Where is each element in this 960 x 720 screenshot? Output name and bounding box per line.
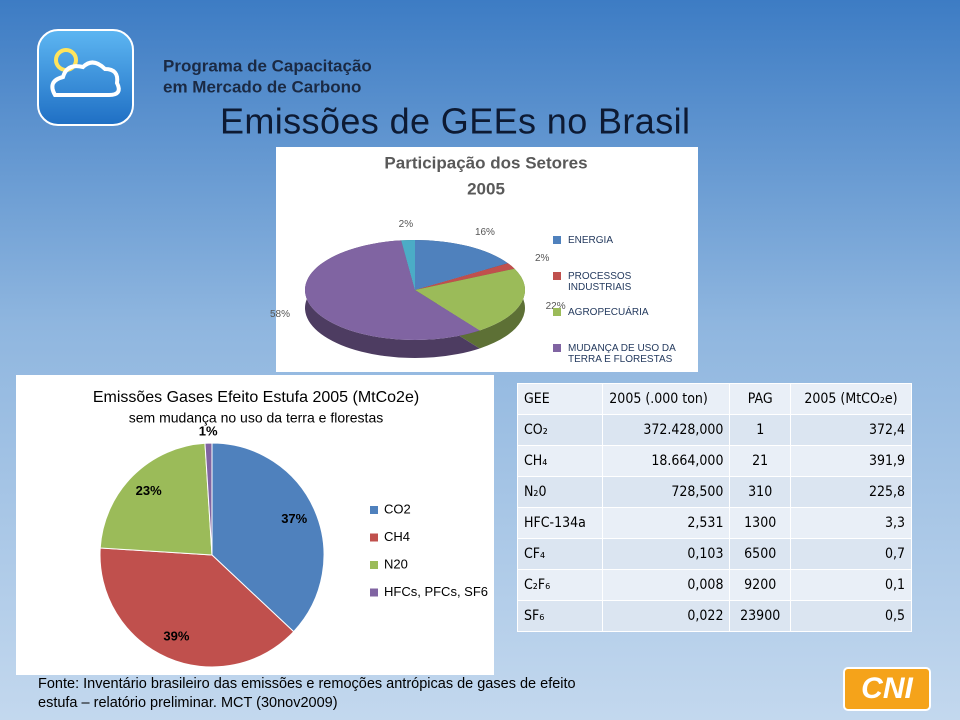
data-label: 39% [163, 629, 189, 644]
table-cell: CF₄ [516, 538, 604, 570]
table-cell: 728,500 [602, 476, 731, 508]
table-row: CH₄ 18.664,000 21 391,9 [516, 445, 913, 477]
data-label: 2% [535, 253, 550, 264]
slice-side [304, 240, 480, 358]
data-label: 22% [546, 301, 566, 312]
table-cell: 0,008 [602, 569, 731, 601]
legend-swatch [370, 588, 378, 597]
table-cell: 1300 [729, 507, 791, 539]
table-cell: 3,3 [789, 507, 913, 539]
source-note: Fonte: Inventário brasileiro das emissõe… [38, 676, 576, 711]
legend-label: N20 [384, 556, 408, 571]
table-cell: 310 [729, 476, 791, 508]
table-row: SF₆ 0,022 23900 0,5 [516, 600, 913, 632]
data-label: 37% [281, 511, 307, 526]
table-cell: 372,4 [789, 414, 913, 446]
chart-title: Emissões Gases Efeito Estufa 2005 (MtCo2… [93, 389, 419, 406]
table-cell: SF₆ [516, 600, 604, 632]
table-header-cell: 2005 (MtCO₂e) [789, 383, 913, 415]
legend-swatch [370, 533, 378, 542]
table-cell: 9200 [729, 569, 791, 601]
legend-swatch [553, 272, 561, 280]
table-cell: 23900 [729, 600, 791, 632]
legend-label: ENERGIA [568, 235, 614, 246]
cni-logo-text: CNI [861, 672, 913, 705]
pie-slice [415, 263, 515, 290]
table-cell: 391,9 [789, 445, 913, 477]
table-cell: 225,8 [789, 476, 913, 508]
legend-swatch [553, 308, 561, 316]
legend-entry: AGROPECUÁRIA [553, 307, 693, 318]
data-label: 1% [199, 423, 218, 438]
table-header-cell: GEE [516, 383, 604, 415]
table-header-cell: PAG [729, 383, 791, 415]
pie-slice [304, 240, 480, 340]
logo-box [37, 29, 134, 126]
legend-entry: PROCESSOS INDUSTRIAIS [553, 271, 693, 293]
data-label: 58% [270, 309, 290, 320]
table-cell: 2,531 [602, 507, 731, 539]
pie-slice [204, 442, 213, 556]
table-cell: CH₄ [516, 445, 604, 477]
legend-swatch [553, 344, 561, 352]
cni-logo [843, 667, 931, 711]
table-row: HFC-134a 2,531 1300 3,3 [516, 507, 913, 539]
table-row: N₂0 728,500 310 225,8 [516, 476, 913, 508]
legend-label: MUDANÇA DE USO DA TERRA E FLORESTAS [568, 343, 676, 365]
slide-title: Emissões de GEEs no Brasil [220, 101, 690, 142]
legend-swatch [370, 561, 378, 569]
table-header-cell: 2005 (.000 ton) [602, 383, 731, 415]
legend-label: CO2 [384, 501, 411, 516]
logo-cloud [50, 60, 121, 97]
table-cell: 0,7 [789, 538, 913, 570]
legend-swatch [553, 236, 561, 244]
legend-label: PROCESSOS INDUSTRIAIS [568, 271, 632, 293]
legend-entry: MUDANÇA DE USO DA TERRA E FLORESTAS [553, 343, 693, 365]
legend-label: HFCs, PFCs, SF6 [384, 584, 488, 599]
table-cell: CO₂ [516, 414, 604, 446]
pie-slice [99, 547, 295, 668]
table-row: CO₂ 372.428,000 1 372,4 [516, 414, 913, 446]
program-line: em Mercado de Carbono [163, 77, 361, 96]
pie-slice [415, 240, 508, 290]
table-row: C₂F₆ 0,008 9200 0,1 [516, 569, 913, 601]
table-cell: 372.428,000 [602, 414, 731, 446]
chart-subtitle: sem mudança no uso da terra e florestas [129, 410, 383, 426]
table-cell: N₂0 [516, 476, 604, 508]
pie-slice [415, 268, 525, 331]
table-cell: 0,5 [789, 600, 913, 632]
table-cell: 0,022 [602, 600, 731, 632]
legend-label: CH4 [384, 529, 410, 544]
table-cell: 18.664,000 [602, 445, 731, 477]
pie-slice [401, 240, 415, 290]
emissions-table: GEE 2005 (.000 ton) PAG 2005 (MtCO₂e) CO₂ 372… [516, 383, 913, 632]
pie-slice [99, 442, 213, 556]
chart-subtitle: 2005 [467, 179, 505, 198]
chart-title: Participação dos Setores [384, 153, 587, 172]
table-header-row: GEE 2005 (.000 ton) PAG 2005 (MtCO₂e) [516, 383, 913, 415]
data-label: 2% [399, 219, 414, 230]
table-row: CF₄ 0,103 6500 0,7 [516, 538, 913, 570]
data-label: 23% [136, 483, 162, 498]
table-cell: HFC-134a [516, 507, 604, 539]
table-cell: 0,1 [789, 569, 913, 601]
pie-slice [211, 442, 325, 633]
table-cell: 6500 [729, 538, 791, 570]
table-cell: 21 [729, 445, 791, 477]
legend-swatch [370, 506, 378, 514]
legend-label: AGROPECUÁRIA [568, 307, 649, 318]
table-cell: 1 [729, 414, 791, 446]
data-label: 16% [475, 227, 495, 238]
legend-entry: ENERGIA [553, 235, 693, 246]
program-line: Programa de Capacitação [163, 56, 372, 75]
table-cell: C₂F₆ [516, 569, 604, 601]
table-cell: 0,103 [602, 538, 731, 570]
